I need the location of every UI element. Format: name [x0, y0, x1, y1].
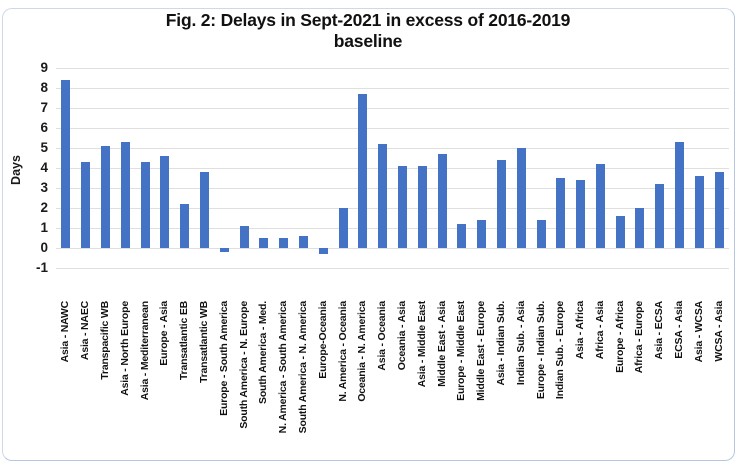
x-axis-label: Asia - Oceania — [376, 301, 389, 371]
bar — [298, 236, 308, 248]
x-axis-label: WCSA - Asia — [712, 301, 725, 362]
bar — [536, 220, 546, 248]
bar — [477, 220, 487, 248]
x-axis-label: Asia - ECSA — [653, 301, 666, 360]
x-axis-label: Africa - Asia — [593, 301, 606, 360]
bar — [496, 160, 506, 248]
x-axis-label: Europe - South America — [217, 301, 230, 416]
bar — [635, 208, 645, 248]
y-tick-label: 0 — [40, 240, 48, 255]
bar — [378, 144, 388, 248]
gridline — [56, 148, 729, 149]
x-axis-label: Asia - NAWC — [59, 301, 72, 363]
x-axis-label: N. America - South America — [277, 301, 290, 434]
bar — [180, 204, 190, 248]
bar — [101, 146, 110, 248]
x-axis-label: Asia - NAEC — [79, 301, 92, 361]
x-axis-label: Europe - Asia — [158, 301, 171, 366]
bar — [655, 184, 665, 248]
x-axis-label: Africa - Europe — [633, 301, 646, 374]
gridline — [56, 208, 729, 209]
y-tick-label: 1 — [40, 220, 48, 235]
x-axis-label: Middle East - Asia — [435, 301, 448, 387]
bar — [397, 166, 407, 248]
y-tick-label: 5 — [40, 140, 48, 155]
chart-title-line-2: baseline — [333, 31, 403, 51]
gridline — [56, 128, 729, 129]
x-axis-label: South America - N. Europe — [237, 301, 250, 429]
x-axis-label: Asia - Mediterranean — [138, 301, 151, 401]
x-axis-label: Indian Sub. - Europe — [554, 301, 567, 400]
bar — [576, 180, 585, 248]
bar — [556, 178, 566, 248]
gridline — [56, 68, 729, 69]
bar — [81, 162, 91, 248]
bar — [714, 172, 724, 248]
x-axis-label: Asia - WCSA — [692, 301, 705, 363]
x-axis-label: Europe - Africa — [613, 301, 626, 373]
bar — [140, 162, 150, 248]
bar — [318, 248, 328, 254]
bar — [694, 176, 704, 248]
x-axis-label: Asia - Indian Sub. — [494, 301, 507, 386]
x-axis-label: South America - Med. — [257, 301, 270, 404]
x-axis-label: ECSA - Asia — [673, 301, 685, 359]
x-axis-label: Oceania - Asia — [395, 301, 408, 371]
y-tick-label: 4 — [40, 160, 48, 175]
bar — [160, 156, 170, 248]
y-tick-label: -1 — [35, 260, 48, 275]
bar — [457, 224, 467, 248]
bar — [417, 166, 427, 248]
bar — [675, 142, 684, 248]
bar — [437, 154, 447, 248]
y-tick-label: 2 — [40, 200, 48, 215]
x-axis-label: Europe - Indian Sub. — [534, 301, 547, 400]
x-axis-label: Indian Sub. - Asia — [514, 301, 527, 386]
x-axis-label: N. America - Oceania — [336, 301, 349, 402]
bar — [516, 148, 526, 248]
gridline — [56, 108, 729, 109]
y-tick-label: 6 — [40, 120, 48, 135]
bar — [200, 172, 209, 248]
y-tick-label: 7 — [40, 100, 48, 115]
bar — [61, 80, 71, 248]
x-axis-label: Europe - Middle East — [455, 301, 468, 401]
bar — [595, 164, 605, 248]
x-axis-label: Transatlantic WB — [198, 301, 210, 383]
x-axis-label: Middle East - Europe — [475, 301, 488, 401]
y-tick-label: 9 — [40, 60, 48, 75]
bar — [239, 226, 249, 248]
x-axis-label: South America - N. America — [296, 301, 309, 434]
x-axis-label: Transatlantic EB — [178, 301, 191, 381]
bar — [259, 238, 269, 248]
gridline — [56, 188, 729, 189]
bar — [358, 94, 368, 248]
bar — [120, 142, 130, 248]
bar — [279, 238, 289, 248]
y-tick-label: 3 — [40, 180, 48, 195]
gridline — [56, 228, 729, 229]
gridline — [56, 88, 729, 89]
bar — [219, 248, 229, 252]
gridline — [56, 248, 729, 249]
x-axis-label: Oceania - N. America — [356, 301, 369, 402]
chart-title-line-1: Fig. 2: Delays in Sept-2021 in excess of… — [165, 10, 571, 30]
gridline — [56, 168, 729, 169]
x-axis-label: Asia - North Europe — [118, 301, 131, 396]
y-tick-label: 8 — [40, 80, 48, 95]
x-axis-label: Transpacific WB — [99, 301, 111, 380]
chart-title: Fig. 2: Delays in Sept-2021 in excess of… — [0, 10, 736, 52]
bar — [338, 208, 348, 248]
bar — [615, 216, 625, 248]
x-axis-label: Asia - Africa — [574, 301, 586, 360]
x-axis-label: Europe-Oceania — [316, 301, 329, 379]
gridline — [56, 268, 729, 269]
x-axis-label: Asia - Middle East — [415, 301, 428, 388]
